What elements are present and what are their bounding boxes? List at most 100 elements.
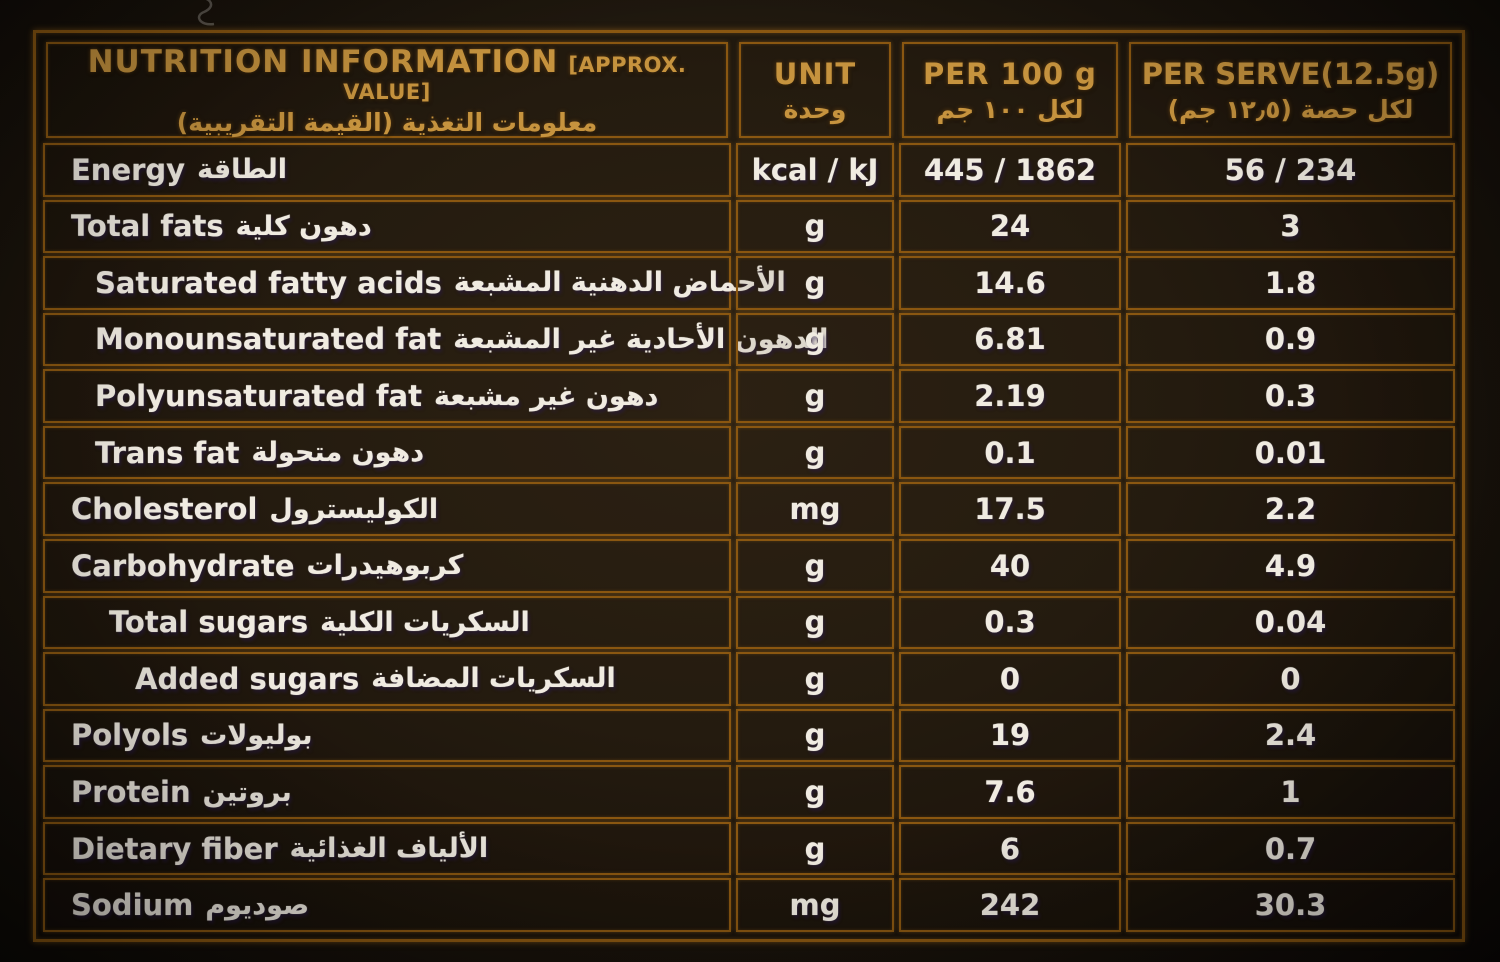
row-label-en: Saturated fatty acids <box>95 265 442 300</box>
header-perserve-cell: PER SERVE(12.5g) لكل حصة (١٢٫٥ جم) <box>1129 42 1452 138</box>
row-label-ar: الأحماض الدهنية المشبعة <box>453 267 786 299</box>
row-perserve-value: 2.2 <box>1126 482 1455 536</box>
row-label-en: Protein <box>71 775 191 810</box>
row-label: Protein بروتين <box>43 765 731 819</box>
row-per100-value: 6.81 <box>899 312 1121 367</box>
row-per100-value: 7.6 <box>899 765 1121 819</box>
row-label: Added sugars السكريات المضافة <box>43 652 731 706</box>
row-label: Monounsaturated fat الدهون الأحادية غير ا… <box>43 312 828 367</box>
row-unit-value: kcal / kJ <box>736 143 894 197</box>
header-title-ar: معلومات التغذية (القيمة التقريبية) <box>176 107 598 137</box>
row-label-ar: السكريات الكلية <box>320 606 530 638</box>
header-unit-en: UNIT <box>773 56 857 91</box>
row-perserve-value: 0 <box>1126 652 1455 706</box>
row-label-ar: دهون كلية <box>235 210 372 242</box>
row-unit-value: g <box>736 425 894 480</box>
row-per100-value: 19 <box>899 708 1121 763</box>
row-label-ar: كربوهيدرات <box>306 550 464 582</box>
row-perserve-value: 4.9 <box>1126 539 1455 593</box>
header-per100g-ar: لكل ١٠٠ جم <box>936 94 1084 124</box>
row-label-ar: السكريات المضافة <box>371 663 616 695</box>
row-per100-value: 445 / 1862 <box>899 143 1121 197</box>
row-label: Trans fat دهون متحولة <box>43 425 731 480</box>
row-per100-value: 24 <box>899 199 1121 254</box>
row-label-en: Total sugars <box>109 605 309 640</box>
row-unit-value: g <box>736 821 894 876</box>
nutrition-grid: NUTRITION INFORMATION [APPROX. VALUE] معل… <box>43 40 1455 932</box>
row-per100-value: 0 <box>899 652 1121 706</box>
header-perserve-en: PER SERVE(12.5g) <box>1141 56 1440 91</box>
row-perserve-value: 0.01 <box>1126 425 1455 480</box>
header-title-en: NUTRITION INFORMATION <box>87 43 559 80</box>
header-per100g-en: PER 100 g <box>923 56 1097 91</box>
row-label-ar: الدهون الأحادية غير المشبعة <box>453 323 829 355</box>
row-label: Polyunsaturated fat دهون غير مشبعة <box>43 369 731 423</box>
row-perserve-value: 30.3 <box>1126 878 1455 932</box>
row-per100-value: 14.6 <box>899 256 1121 310</box>
header-per100g-cell: PER 100 g لكل ١٠٠ جم <box>902 42 1118 138</box>
row-unit-value: g <box>736 595 894 650</box>
row-perserve-value: 0.3 <box>1126 369 1455 423</box>
header-unit-cell: UNIT وحدة <box>739 42 891 138</box>
row-unit-value: g <box>736 199 894 254</box>
row-label-en: Total fats <box>71 209 224 244</box>
row-label-en: Monounsaturated fat <box>95 322 442 357</box>
row-label: Sodium صوديوم <box>43 878 731 932</box>
row-per100-value: 17.5 <box>899 482 1121 536</box>
row-label-ar: دهون غير مشبعة <box>433 380 659 412</box>
row-per100-value: 2.19 <box>899 369 1121 423</box>
row-perserve-value: 1.8 <box>1126 256 1455 310</box>
row-label-ar: دهون متحولة <box>251 437 425 469</box>
row-unit-value: g <box>736 765 894 819</box>
row-label-en: Sodium <box>71 888 194 923</box>
row-label: Cholesterol الكوليسترول <box>43 482 731 536</box>
row-perserve-value: 1 <box>1126 765 1455 819</box>
row-unit-value: mg <box>736 878 894 932</box>
row-unit-value: g <box>736 312 894 367</box>
row-unit-value: g <box>736 539 894 593</box>
row-label-ar: صوديوم <box>205 889 310 921</box>
header-title-cell: NUTRITION INFORMATION [APPROX. VALUE] معل… <box>46 42 728 138</box>
row-perserve-value: 0.9 <box>1126 312 1455 367</box>
header-unit-ar: وحدة <box>783 94 847 124</box>
row-per100-value: 0.3 <box>899 595 1121 650</box>
row-label: Polyols بوليولات <box>43 708 731 763</box>
row-label-ar: الطاقة <box>197 154 287 186</box>
row-unit-value: mg <box>736 482 894 536</box>
row-label: Total fats دهون كلية <box>43 199 731 254</box>
row-per100-value: 40 <box>899 539 1121 593</box>
row-label-en: Trans fat <box>95 435 240 470</box>
row-label-ar: بروتين <box>202 776 292 808</box>
row-per100-value: 242 <box>899 878 1121 932</box>
row-label-ar: بوليولات <box>200 719 313 751</box>
row-label: Carbohydrate كربوهيدرات <box>43 539 731 593</box>
row-label-en: Polyols <box>71 718 189 753</box>
row-label-en: Energy <box>71 152 186 187</box>
row-label: Energy الطاقة <box>43 143 731 197</box>
row-label-ar: الكوليسترول <box>269 493 439 525</box>
row-label: Saturated fatty acids الأحماض الدهنية الم… <box>43 256 786 310</box>
header-perserve-ar: لكل حصة (١٢٫٥ جم) <box>1167 94 1414 124</box>
row-per100-value: 0.1 <box>899 425 1121 480</box>
row-label: Total sugars السكريات الكلية <box>43 595 731 650</box>
row-unit-value: g <box>736 708 894 763</box>
row-label-ar: الألياف الغذائية <box>289 833 489 865</box>
row-perserve-value: 0.04 <box>1126 595 1455 650</box>
row-per100-value: 6 <box>899 821 1121 876</box>
row-label-en: Added sugars <box>135 661 360 696</box>
row-label-en: Carbohydrate <box>71 548 295 583</box>
header-title-approx: [APPROX. VALUE] <box>343 52 687 104</box>
header-title-line: NUTRITION INFORMATION [APPROX. VALUE] <box>48 44 726 104</box>
row-label-en: Cholesterol <box>71 492 258 527</box>
row-perserve-value: 56 / 234 <box>1126 143 1455 197</box>
nutrition-table: NUTRITION INFORMATION [APPROX. VALUE] معل… <box>33 30 1465 942</box>
row-perserve-value: 2.4 <box>1126 708 1455 763</box>
row-perserve-value: 3 <box>1126 199 1455 254</box>
row-label: Dietary fiber الألياف الغذائية <box>43 821 731 876</box>
row-unit-value: g <box>736 652 894 706</box>
row-label-en: Polyunsaturated fat <box>95 379 422 414</box>
row-unit-value: g <box>736 369 894 423</box>
row-perserve-value: 0.7 <box>1126 821 1455 876</box>
row-label-en: Dietary fiber <box>71 831 278 866</box>
row-unit-value: g <box>736 256 894 310</box>
